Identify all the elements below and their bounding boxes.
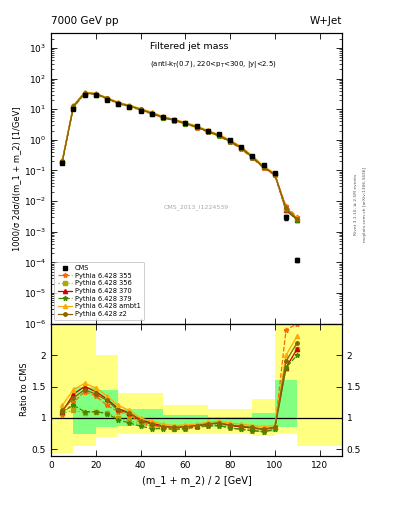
Text: mcplots.cern.ch [arXiv:1306.3436]: mcplots.cern.ch [arXiv:1306.3436] — [364, 167, 367, 242]
Bar — [275, 380, 297, 428]
Bar — [118, 393, 163, 434]
Text: 7000 GeV pp: 7000 GeV pp — [51, 16, 119, 26]
Bar — [51, 324, 73, 453]
Bar — [96, 355, 118, 437]
Bar — [163, 415, 208, 425]
Bar — [163, 406, 208, 434]
Bar — [252, 399, 275, 436]
Bar — [208, 409, 252, 434]
Text: W+Jet: W+Jet — [310, 16, 342, 26]
Text: Filtered jet mass: Filtered jet mass — [150, 42, 228, 51]
Bar — [96, 390, 118, 428]
Bar — [73, 387, 96, 434]
Text: CMS_2013_I1224539: CMS_2013_I1224539 — [164, 205, 229, 210]
Bar — [252, 413, 275, 433]
Y-axis label: 1000/σ 2dσ/d(m_1 + m_2) [1/GeV]: 1000/σ 2dσ/d(m_1 + m_2) [1/GeV] — [12, 106, 21, 251]
Y-axis label: Ratio to CMS: Ratio to CMS — [20, 363, 29, 416]
Bar — [208, 417, 252, 428]
Bar — [118, 409, 163, 425]
Text: (anti-k$_\mathregular{T}$(0.7), 220<p$_\mathregular{T}$<300, |y|<2.5): (anti-k$_\mathregular{T}$(0.7), 220<p$_\… — [150, 59, 277, 71]
Legend: CMS, Pythia 6.428 355, Pythia 6.428 356, Pythia 6.428 370, Pythia 6.428 379, Pyt: CMS, Pythia 6.428 355, Pythia 6.428 356,… — [54, 262, 144, 321]
Bar — [297, 324, 342, 446]
Bar — [73, 324, 96, 446]
X-axis label: (m_1 + m_2) / 2 [GeV]: (m_1 + m_2) / 2 [GeV] — [141, 475, 252, 486]
Text: Rivet 3.1.10, ≥ 2.5M events: Rivet 3.1.10, ≥ 2.5M events — [354, 174, 358, 236]
Bar — [275, 324, 297, 434]
